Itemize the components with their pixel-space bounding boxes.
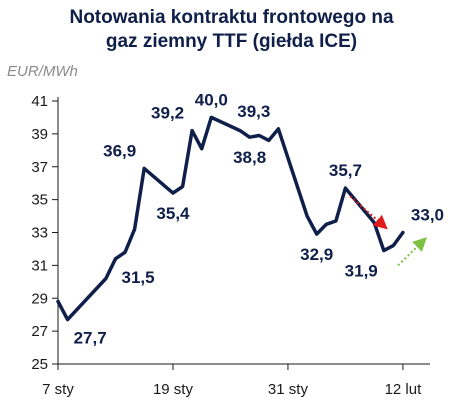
y-tick-label: 29 [31, 290, 48, 307]
data-label: 31,9 [345, 262, 378, 281]
x-tick-label: 7 sty [42, 381, 74, 398]
y-axis-label: EUR/MWh [7, 63, 78, 80]
y-tick-label: 37 [31, 159, 48, 176]
y-tick-label: 33 [31, 225, 48, 242]
y-tick-label: 41 [31, 93, 48, 110]
x-tick-label: 19 sty [153, 381, 194, 398]
up-trend-arrow [397, 237, 427, 267]
data-label: 35,7 [329, 161, 362, 180]
down-trend-arrow [349, 195, 388, 230]
data-label: 33,0 [411, 206, 444, 225]
annotation-layer [349, 195, 427, 267]
x-tick-label: 31 sty [268, 381, 309, 398]
data-label: 32,9 [300, 245, 333, 264]
chart-title-line-1: Notowania kontraktu frontowego na [69, 7, 394, 28]
axes: 25 27 29 31 33 35 37 39 41 7 sty 19 sty 31 sty 12 lu… [31, 93, 430, 398]
y-tick-label: 39 [31, 126, 48, 143]
data-label: 39,3 [237, 102, 270, 121]
data-label-layer: 27,7 31,5 36,9 35,4 39,2 40,0 38,8 39,3 32,9 35,7… [74, 90, 444, 347]
y-tick-label: 25 [31, 356, 48, 373]
y-tick-label: 35 [31, 192, 48, 209]
y-tick-label: 27 [31, 323, 48, 340]
data-label: 39,2 [151, 104, 184, 123]
data-label: 36,9 [103, 141, 136, 160]
chart-title-line-2: gaz ziemny TTF (giełda ICE) [105, 31, 358, 52]
data-label: 31,5 [121, 268, 154, 287]
series-layer [56, 115, 405, 322]
data-label: 38,8 [233, 148, 266, 167]
x-tick-label: 12 lut [385, 381, 423, 398]
data-label: 40,0 [195, 90, 228, 109]
data-label: 27,7 [74, 329, 107, 348]
series-line [56, 115, 405, 322]
data-label: 35,4 [156, 204, 190, 223]
chart-title: Notowania kontraktu frontowego na gaz zi… [0, 6, 463, 54]
y-tick-label: 31 [31, 257, 48, 274]
